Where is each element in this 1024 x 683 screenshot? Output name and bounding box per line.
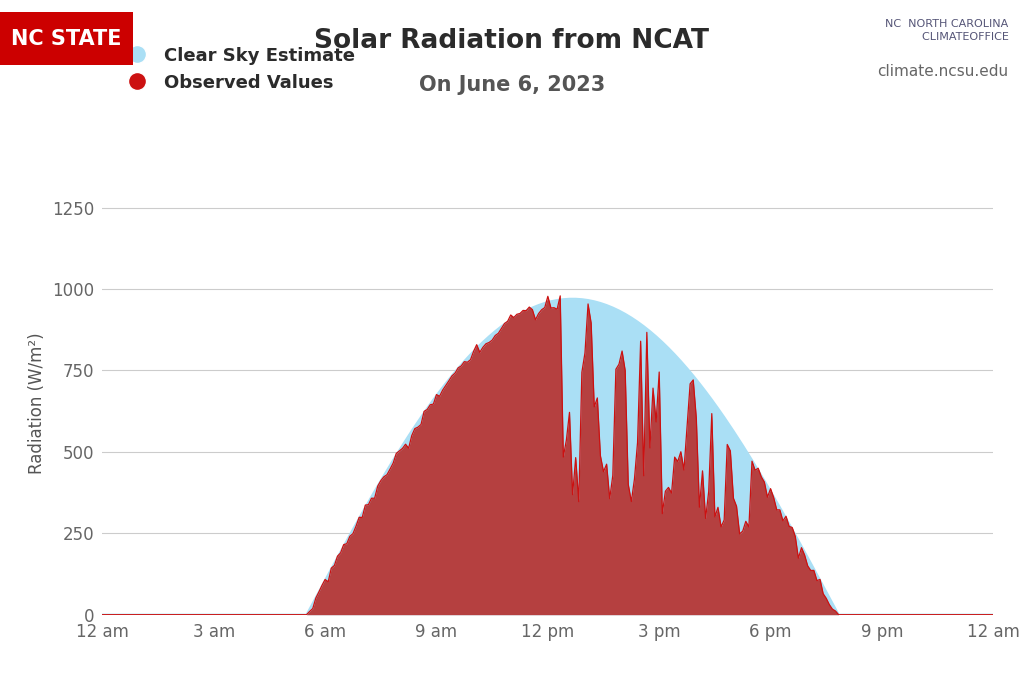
Text: On June 6, 2023: On June 6, 2023 xyxy=(419,75,605,96)
Text: climate.ncsu.edu: climate.ncsu.edu xyxy=(878,64,1009,79)
Legend: Clear Sky Estimate, Observed Values: Clear Sky Estimate, Observed Values xyxy=(112,40,362,99)
Y-axis label: Radiation (W/m²): Radiation (W/m²) xyxy=(29,332,46,474)
Text: NC  NORTH CAROLINA
    CLIMATEOFFICE: NC NORTH CAROLINA CLIMATEOFFICE xyxy=(886,19,1009,42)
Text: NC STATE: NC STATE xyxy=(11,29,122,48)
Text: Solar Radiation from NCAT: Solar Radiation from NCAT xyxy=(314,28,710,54)
